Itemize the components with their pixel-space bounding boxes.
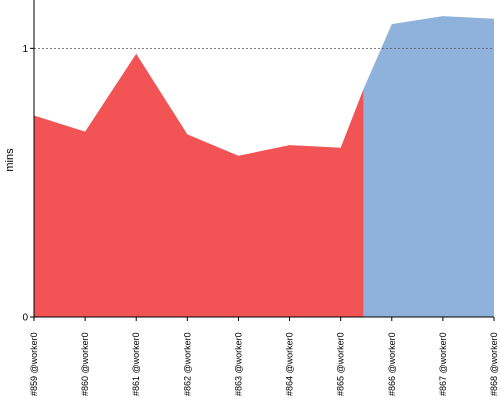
x-tick-label: #864 @worker0	[285, 332, 295, 396]
x-ticks: #859 @worker0 #860 @worker0 #861 @worker0 #…	[29, 317, 499, 396]
x-tick-label: #865 @worker0	[336, 332, 346, 396]
area-series-2	[363, 16, 494, 318]
x-tick-label: #862 @worker0	[182, 332, 192, 396]
x-tick-label: #866 @worker0	[387, 332, 397, 396]
x-tick-label: #867 @worker0	[438, 332, 448, 396]
series-areas	[34, 16, 494, 318]
y-tick-label: 0	[22, 313, 28, 324]
x-tick-label: #859 @worker0	[29, 332, 39, 396]
x-tick-label: #868 @worker0	[489, 332, 499, 396]
x-tick-label: #863 @worker0	[233, 332, 243, 396]
y-axis-label: mins	[4, 148, 16, 172]
x-tick-label: #861 @worker0	[131, 332, 141, 396]
y-ticks: 01	[22, 44, 34, 324]
x-tick-label: #860 @worker0	[80, 332, 90, 396]
y-tick-label: 1	[22, 44, 28, 55]
area-series-1	[34, 53, 364, 317]
